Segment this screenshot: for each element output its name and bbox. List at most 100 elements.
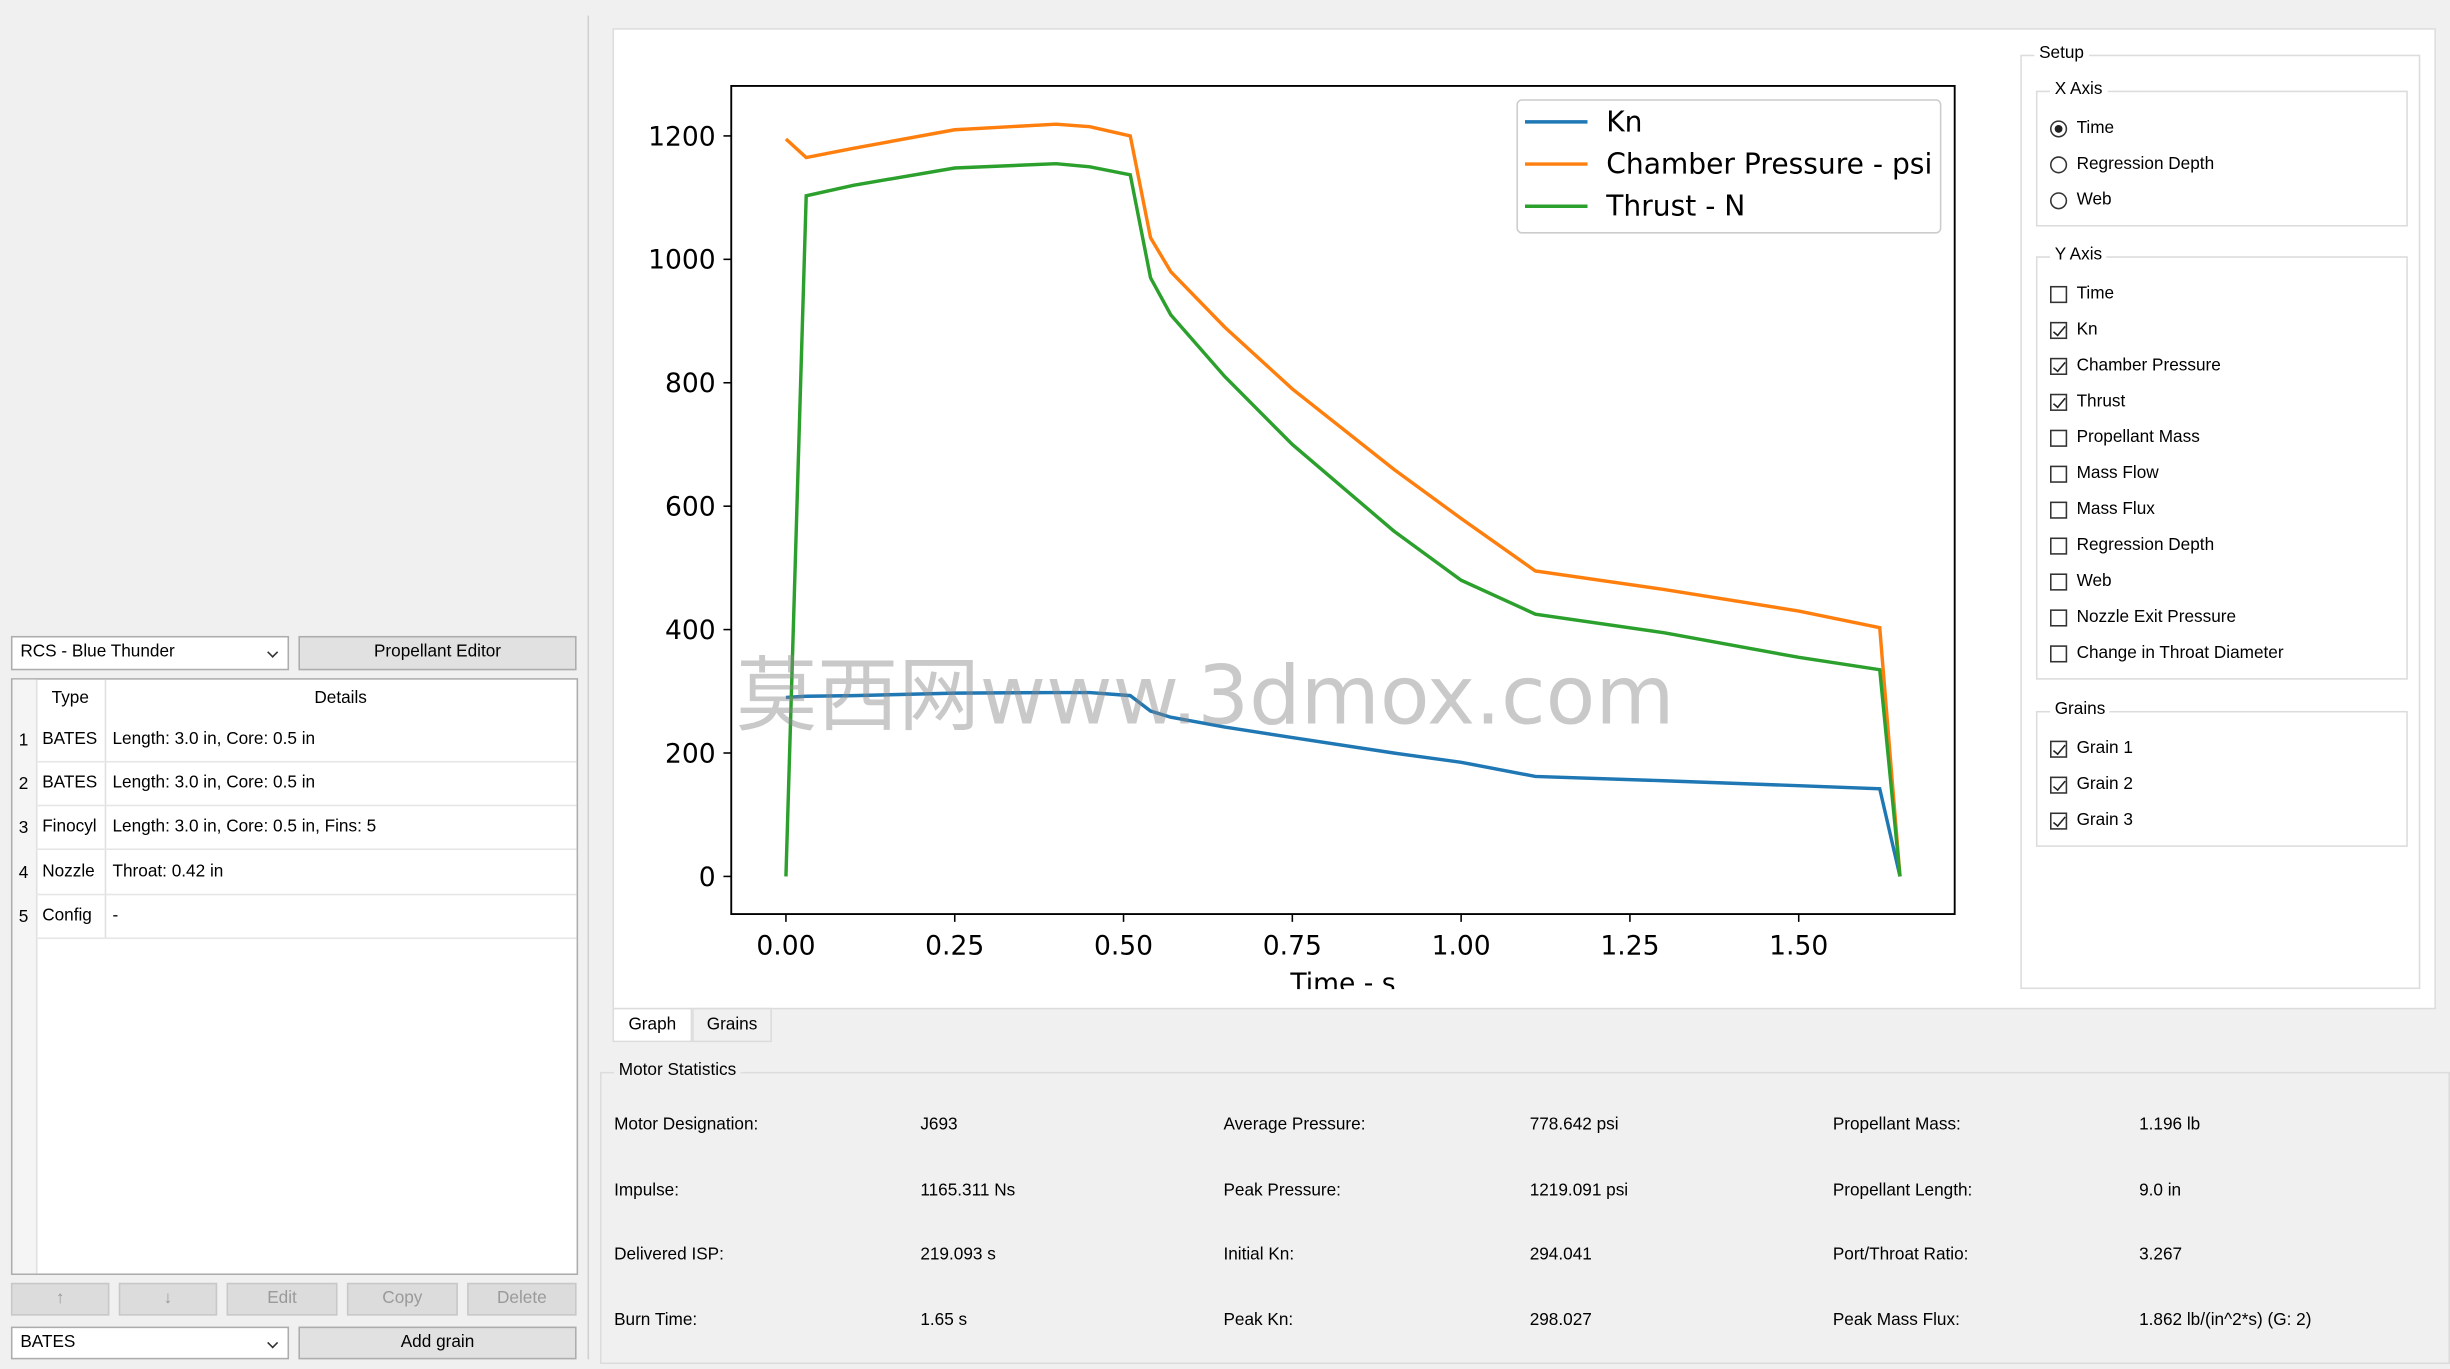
row-number: 2 [18, 775, 29, 795]
tab[interactable]: Grains [692, 1007, 772, 1043]
motor-statistics-group: Motor Statistics Motor Designation: J693 A… [600, 1060, 2450, 1365]
grain-type-select[interactable]: BATES [10, 1326, 290, 1360]
option-label: Change in Throat Diameter [2076, 643, 2284, 663]
grain-details[interactable]: Throat: 0.42 in [112, 861, 224, 881]
grain-type[interactable]: Nozzle [42, 861, 95, 881]
x-tick-label: 0.00 [756, 931, 815, 962]
action-button[interactable]: Delete [467, 1282, 577, 1316]
column-divider [104, 679, 107, 938]
option-label: Time [2076, 118, 2115, 138]
propellant-editor-button[interactable]: Propellant Editor [298, 635, 577, 671]
group-title: Grains [2050, 700, 2111, 719]
option-label: Grain 2 [2076, 775, 2133, 794]
tab[interactable]: Graph [612, 1007, 693, 1043]
y-tick-label: 1000 [648, 245, 716, 276]
chart: 0 200 400 600 800 1000 1200 0.00 0.25 0.50 0.75 1.0… [648, 85, 1956, 989]
action-button[interactable]: Edit [226, 1282, 338, 1316]
series-line [784, 122, 1902, 877]
check-mark [2052, 358, 2066, 373]
stat-label: Average Pressure: [1223, 1115, 1366, 1135]
checkbox [2050, 776, 2068, 794]
option-label: Time [2076, 284, 2115, 304]
setup-subgroup: Grains Grain 1 Grain 2 Grain 3 [2035, 700, 2408, 847]
y-tick-label: 800 [665, 368, 716, 399]
grain-type[interactable]: BATES [42, 729, 98, 749]
setup-subgroup: X Axis Time Regression Depth Web [2035, 79, 2408, 227]
stat-label: Burn Time: [614, 1311, 698, 1330]
stat-value: 298.027 [1529, 1311, 1592, 1330]
action-button[interactable]: ↑ [10, 1282, 110, 1316]
check-mark [2052, 322, 2066, 337]
legend-box [1516, 99, 1942, 234]
action-button[interactable]: ↓ [118, 1282, 218, 1316]
x-tick-label: 1.50 [1769, 931, 1828, 962]
watermark: 莫西网www.3dmox.com [736, 649, 1675, 743]
option-label: Mass Flow [2076, 464, 2159, 483]
y-tick-label: 400 [665, 615, 716, 646]
option-label: Web [2076, 190, 2112, 210]
row-number: 1 [18, 731, 29, 750]
grain-details[interactable]: - [112, 905, 119, 925]
checkbox [2050, 501, 2068, 519]
plot-frame [730, 85, 1956, 915]
checkbox [2050, 573, 2068, 591]
stat-value: 1.65 s [920, 1311, 968, 1330]
radio-button [2050, 192, 2068, 210]
column-header: Details [314, 689, 367, 708]
radio-button [2050, 156, 2068, 174]
grain-details[interactable]: Length: 3.0 in, Core: 0.5 in [112, 729, 316, 749]
row-number: 4 [18, 863, 29, 883]
option-label: Regression Depth [2076, 154, 2215, 174]
stat-value: 294.041 [1529, 1245, 1592, 1265]
stat-label: Peak Pressure: [1223, 1180, 1341, 1200]
checkbox [2050, 357, 2068, 375]
grain-type[interactable]: BATES [42, 773, 98, 793]
y-tick-label: 600 [665, 492, 716, 523]
legend-label: Chamber Pressure - psi [1606, 147, 1932, 180]
splitter [587, 15, 590, 1360]
row-line [35, 804, 577, 807]
option-label: Chamber Pressure [2076, 356, 2221, 375]
stat-value: 778.642 psi [1529, 1115, 1619, 1135]
stat-label: Propellant Mass: [1832, 1115, 1961, 1135]
checkbox [2050, 740, 2068, 758]
y-tick-label: 1200 [648, 121, 716, 152]
x-tick-label: 1.25 [1600, 931, 1659, 962]
series-line [784, 161, 1902, 877]
checkbox [2050, 812, 2068, 830]
stat-value: 1165.311 Ns [920, 1180, 1016, 1200]
y-tick-label: 200 [665, 738, 716, 769]
y-tick-label: 0 [699, 862, 716, 893]
checkbox [2050, 537, 2068, 555]
row-line [35, 893, 577, 895]
group-title: Setup [2034, 43, 2089, 63]
option-label: Web [2076, 571, 2112, 591]
grain-type[interactable]: Finocyl [42, 817, 97, 837]
checkbox [2050, 429, 2068, 447]
stat-value: 1.862 lb/(in^2*s) (G: 2) [2139, 1311, 2312, 1330]
grain-table: Type Details 1 BATES Length: 3.0 in, Core: 0… [10, 678, 579, 1275]
grain-type[interactable]: Config [42, 905, 92, 925]
grain-details[interactable]: Length: 3.0 in, Core: 0.5 in, Fins: 5 [112, 817, 377, 837]
option-label: Nozzle Exit Pressure [2076, 607, 2237, 627]
x-axis-label: Time - s [1289, 968, 1395, 989]
graph-panel: 0 200 400 600 800 1000 1200 0.00 0.25 0.50 0.75 1.0… [612, 28, 2436, 1010]
stat-label: Port/Throat Ratio: [1832, 1245, 1969, 1265]
action-button[interactable]: Copy [346, 1282, 458, 1316]
check-mark [2052, 741, 2066, 756]
row-header-column [12, 679, 38, 1274]
x-tick-label: 0.25 [925, 931, 984, 962]
stat-label: Motor Designation: [614, 1115, 759, 1135]
option-label: Grain 1 [2076, 739, 2133, 758]
option-label: Regression Depth [2076, 535, 2215, 555]
add-grain-button[interactable]: Add grain [298, 1326, 577, 1360]
stat-value: 1219.091 psi [1529, 1180, 1629, 1200]
x-tick-label: 0.75 [1263, 931, 1322, 962]
grain-details[interactable]: Length: 3.0 in, Core: 0.5 in [112, 773, 316, 793]
checkbox [2050, 609, 2068, 627]
propellant-select[interactable]: RCS - Blue Thunder [10, 635, 290, 671]
option-label: Kn [2076, 320, 2098, 340]
stat-label: Propellant Length: [1832, 1180, 1973, 1200]
row-line [35, 760, 577, 763]
